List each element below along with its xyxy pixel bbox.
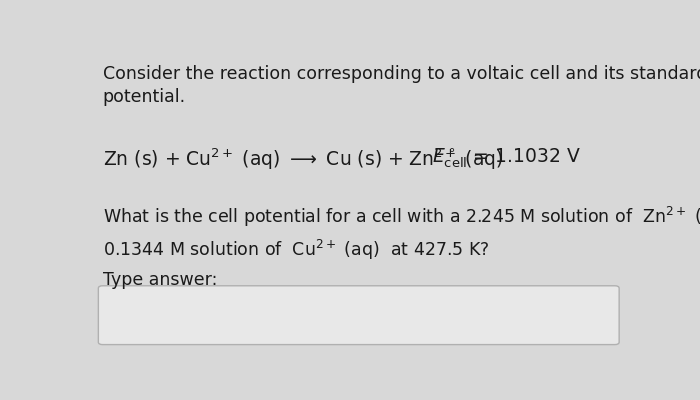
Text: $E^\circ_{\mathrm{cell}}$ = 1.1032 V: $E^\circ_{\mathrm{cell}}$ = 1.1032 V [432,146,581,170]
Text: Type answer:: Type answer: [103,271,217,289]
Text: 0.1344 M solution of  Cu$^{2+}$ (aq)  at 427.5 K?: 0.1344 M solution of Cu$^{2+}$ (aq) at 4… [103,238,489,262]
Text: What is the cell potential for a cell with a 2.245 M solution of  Zn$^{2+}$ (aq): What is the cell potential for a cell wi… [103,205,700,229]
Text: Zn (s) + Cu$^{2+}$ (aq) $\longrightarrow$ Cu (s) + Zn$^{2+}$ (aq): Zn (s) + Cu$^{2+}$ (aq) $\longrightarrow… [103,146,503,172]
Text: Consider the reaction corresponding to a voltaic cell and its standard cell: Consider the reaction corresponding to a… [103,65,700,83]
Text: potential.: potential. [103,88,186,106]
FancyBboxPatch shape [98,286,619,345]
